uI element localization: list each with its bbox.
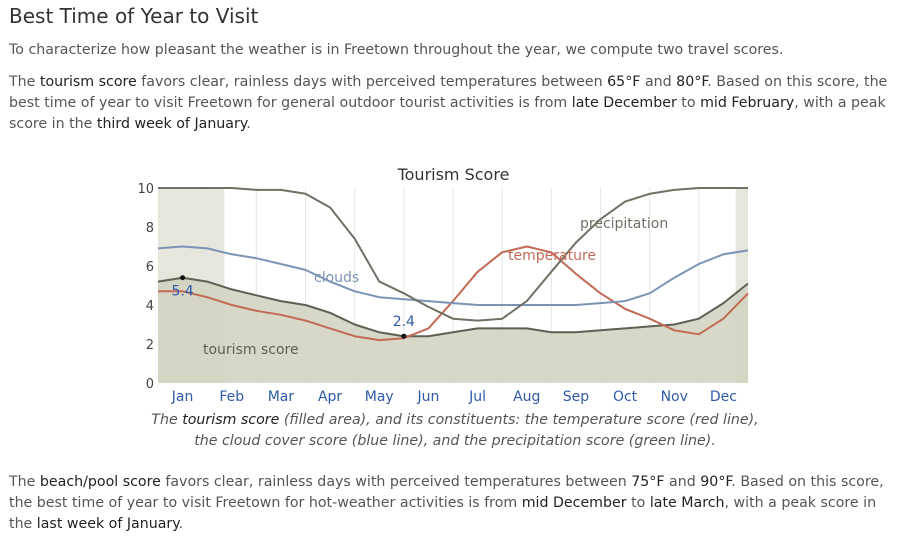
month-tick-label: Sep xyxy=(563,389,590,405)
text-segment: The xyxy=(9,474,40,490)
text-segment: . xyxy=(246,116,251,132)
precipitation-series-label: precipitation xyxy=(580,216,668,232)
text-segment: and xyxy=(640,74,677,90)
annotation-label: 5.4 xyxy=(171,284,193,300)
period-start: mid December xyxy=(521,495,627,511)
intro-paragraph: To characterize how pleasant the weather… xyxy=(9,42,784,58)
period-end: late March xyxy=(649,495,725,511)
month-tick-label: Dec xyxy=(710,389,737,405)
month-tick-label: Jul xyxy=(468,389,486,405)
annotation-marker xyxy=(180,275,186,281)
tourism-score-area xyxy=(158,277,748,383)
tourism-series-label: tourism score xyxy=(203,342,299,358)
text-segment: . xyxy=(178,516,184,532)
month-tick-label: Jun xyxy=(416,389,439,405)
text-segment: The xyxy=(151,412,183,428)
chart-plot: Jan Feb Mar Apr May Jun Jul Aug Sep Oct Nov Dec 0 2 4 6… xyxy=(137,182,749,405)
month-tick-label: Jan xyxy=(171,389,194,405)
period-end: mid February xyxy=(700,95,795,111)
low-temperature-value: 75°F xyxy=(631,474,665,490)
tourism-score-chart: Tourism Score Jan Feb Mar Apr May Jun Jul Aug Se… xyxy=(0,160,907,460)
annotation-label: 2.4 xyxy=(393,314,415,330)
tourism-score-paragraph: The tourism score favors clear, rainless… xyxy=(9,72,899,135)
beach-score-term: beach/pool score xyxy=(39,474,161,490)
chart-title: Tourism Score xyxy=(397,165,510,184)
high-temperature-value: 80°F xyxy=(676,74,708,90)
y-tick-label: 6 xyxy=(146,260,154,275)
chart-caption: The tourism score (filled area), and its… xyxy=(140,410,770,452)
temperature-series-line xyxy=(158,245,749,342)
month-tick-label: Feb xyxy=(219,389,244,405)
month-tick-label: Mar xyxy=(268,389,295,405)
precipitation-series-line xyxy=(158,187,748,322)
text-segment: , with a peak score in the xyxy=(9,495,877,532)
peak-period: last week of January xyxy=(36,516,179,532)
text-segment: The xyxy=(9,74,40,90)
text-segment: favors clear, rainless days with perceiv… xyxy=(136,74,608,90)
text-segment: favors clear, rainless days with perceiv… xyxy=(160,474,632,490)
y-tick-label: 2 xyxy=(146,338,154,353)
month-tick-label: Apr xyxy=(318,389,342,405)
peak-period: third week of January xyxy=(96,116,247,132)
clouds-series-label: clouds xyxy=(314,270,359,286)
page-title: Best Time of Year to Visit xyxy=(9,4,259,28)
tourism-series-line xyxy=(157,276,749,338)
clouds-series-line xyxy=(157,245,749,306)
low-temperature-value: 65°F xyxy=(607,74,641,90)
text-segment: and xyxy=(664,474,701,490)
temperature-series-label: temperature xyxy=(508,248,596,264)
text-segment: , with a peak score in the xyxy=(9,95,886,132)
month-tick-label: Aug xyxy=(513,389,540,405)
y-tick-label: 4 xyxy=(146,299,154,314)
period-start: late December xyxy=(571,95,677,111)
month-tick-label: May xyxy=(365,389,394,405)
y-tick-label: 0 xyxy=(146,377,154,392)
annotation-marker xyxy=(401,333,407,339)
tourism-score-term: tourism score xyxy=(182,412,280,428)
text-segment: . Based on this score, the best time of … xyxy=(9,74,888,111)
text-segment: to xyxy=(676,95,701,111)
text-segment: . Based on this score, the best time of … xyxy=(9,474,884,511)
month-tick-label: Nov xyxy=(661,389,688,405)
y-tick-label: 10 xyxy=(137,182,154,197)
tourism-score-term: tourism score xyxy=(39,74,137,90)
y-tick-label: 8 xyxy=(146,221,154,236)
beach-score-paragraph: The beach/pool score favors clear, rainl… xyxy=(9,472,899,535)
month-tick-label: Oct xyxy=(613,389,638,405)
high-temperature-value: 90°F xyxy=(700,474,732,490)
text-segment: (filled area), and its constituents: the… xyxy=(194,412,759,449)
text-segment: to xyxy=(626,495,650,511)
